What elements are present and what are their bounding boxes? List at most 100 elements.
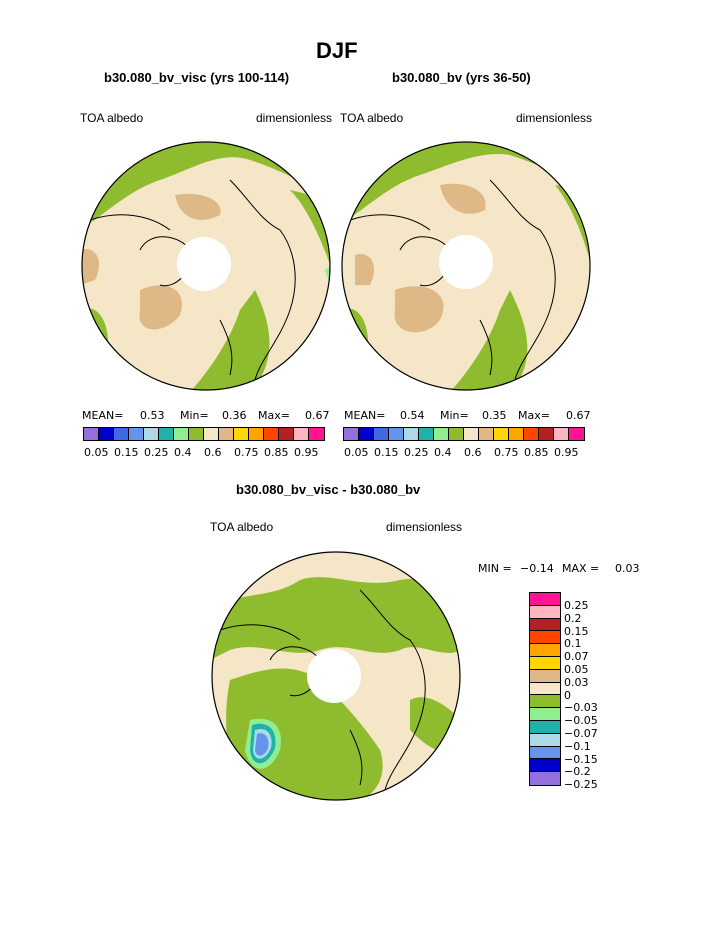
colorbar-diff-label: 0.05 — [564, 663, 589, 676]
polar-map-diff — [211, 551, 461, 801]
colorbar-swatch — [204, 428, 219, 440]
colorbar-tick-label: 0.25 — [144, 446, 169, 459]
colorbar-swatch — [404, 428, 419, 440]
colorbar-swatch — [174, 428, 189, 440]
colorbar-swatch — [219, 428, 234, 440]
colorbar-swatch — [279, 428, 294, 440]
colorbar-diff-swatch — [530, 733, 560, 747]
colorbar-diff-label: −0.07 — [564, 727, 598, 740]
panel3-min-value: −0.14 — [520, 562, 554, 575]
colorbar-swatch — [359, 428, 374, 440]
colorbar-diff-label: 0.25 — [564, 599, 589, 612]
colorbar-diff-swatch — [530, 708, 560, 721]
colorbar-swatch — [294, 428, 309, 440]
colorbar-diff-label: 0 — [564, 688, 571, 702]
colorbar-swatch — [84, 428, 99, 440]
panel2-mean-value: 0.54 — [400, 409, 425, 422]
panel3-title: b30.080_bv_visc - b30.080_bv — [236, 482, 421, 497]
colorbar-swatch — [374, 428, 389, 440]
colorbar-tick-label: 0.95 — [294, 446, 319, 459]
page-title: DJF — [316, 38, 358, 63]
panel1-max-value: 0.67 — [305, 409, 330, 422]
colorbar-diff-label: −0.15 — [564, 752, 598, 766]
colorbar-diff-label: −0.25 — [564, 778, 598, 792]
colorbar-swatch — [554, 428, 569, 440]
panel3-units-label: dimensionless — [386, 520, 463, 534]
colorbar-swatch — [569, 428, 584, 440]
colorbar-diff-swatch — [530, 618, 560, 632]
panel2-mean-label: MEAN= — [344, 409, 386, 422]
colorbar-swatch — [159, 428, 174, 440]
colorbar-diff-swatch — [530, 631, 560, 645]
colorbar-diff-swatch — [530, 695, 560, 709]
colorbar-swatch — [539, 428, 554, 440]
colorbar-diff-swatch — [530, 593, 560, 606]
colorbar-diff-swatch — [530, 759, 560, 773]
colorbar-tick-label: 0.05 — [344, 446, 369, 459]
colorbar-swatch — [249, 428, 264, 440]
panel2-title: b30.080_bv (yrs 36-50) — [392, 70, 531, 85]
panel1-units-label: dimensionless — [256, 111, 333, 125]
colorbar-diff-label: 0.1 — [564, 637, 582, 651]
colorbar-diff-swatch — [530, 644, 560, 657]
colorbar-tick-label: 0.95 — [554, 446, 579, 459]
colorbar-diff-label: −0.05 — [564, 714, 598, 728]
panel1-variable-label: TOA albedo — [80, 111, 144, 125]
panel1-min-value: 0.36 — [222, 409, 247, 422]
colorbar-diff — [529, 592, 561, 786]
colorbar-diff-swatch — [530, 656, 560, 670]
colorbar-tick-label: 0.05 — [84, 446, 109, 459]
colorbar-tick-label: 0.4 — [174, 446, 192, 459]
colorbar-swatch — [129, 428, 144, 440]
panel3-variable-label: TOA albedo — [210, 520, 274, 534]
panel2-max-label: Max= — [518, 409, 550, 422]
colorbar-tick-label: 0.6 — [464, 446, 482, 459]
colorbar-tick-label: 0.85 — [524, 446, 549, 459]
panel1-min-label: Min= — [180, 409, 209, 422]
colorbar-swatch — [434, 428, 449, 440]
panel3-max-value: 0.03 — [615, 562, 640, 575]
colorbar-swatch — [264, 428, 279, 440]
panel1-mean-label: MEAN= — [82, 409, 124, 422]
colorbar-swatch — [464, 428, 479, 440]
colorbar-tick-label: 0.75 — [234, 446, 259, 459]
panel1-mean-value: 0.53 — [140, 409, 165, 422]
panel1-max-label: Max= — [258, 409, 290, 422]
colorbar-swatch — [99, 428, 114, 440]
colorbar-tick-label: 0.6 — [204, 446, 222, 459]
panel2-units-label: dimensionless — [516, 111, 593, 125]
colorbar-diff-label: 0.07 — [564, 650, 589, 664]
colorbar-swatch — [449, 428, 464, 440]
panel1-title: b30.080_bv_visc (yrs 100-114) — [104, 70, 290, 85]
colorbar-diff-label: −0.2 — [564, 765, 591, 779]
colorbar-swatch — [389, 428, 404, 440]
colorbar-swatch — [524, 428, 539, 440]
colorbar-diff-swatch — [530, 605, 560, 619]
colorbar-diff-swatch — [530, 669, 560, 683]
polar-map-2 — [341, 141, 591, 391]
panel2-min-label: Min= — [440, 409, 469, 422]
panel2-max-value: 0.67 — [566, 409, 591, 422]
colorbar-swatch — [419, 428, 434, 440]
colorbar-tick-label: 0.15 — [114, 446, 139, 459]
colorbar-1 — [83, 427, 325, 441]
colorbar-tick-label: 0.75 — [494, 446, 519, 459]
colorbar-diff-swatch — [530, 682, 560, 696]
colorbar-diff-label: 0.03 — [564, 675, 589, 689]
panel3-min-label: MIN = — [478, 562, 512, 575]
colorbar-tick-label: 0.25 — [404, 446, 429, 459]
colorbar-diff-label: 0.15 — [564, 624, 589, 638]
polar-map-1 — [81, 141, 331, 391]
colorbar-2 — [343, 427, 585, 441]
colorbar-swatch — [189, 428, 204, 440]
colorbar-tick-label: 0.4 — [434, 446, 452, 459]
colorbar-swatch — [344, 428, 359, 440]
colorbar-swatch — [114, 428, 129, 440]
colorbar-tick-label: 0.85 — [264, 446, 289, 459]
colorbar-diff-label: 0.2 — [564, 611, 582, 625]
colorbar-swatch — [509, 428, 524, 440]
panel2-variable-label: TOA albedo — [340, 111, 404, 125]
colorbar-swatch — [144, 428, 159, 440]
colorbar-swatch — [494, 428, 509, 440]
colorbar-swatch — [234, 428, 249, 440]
